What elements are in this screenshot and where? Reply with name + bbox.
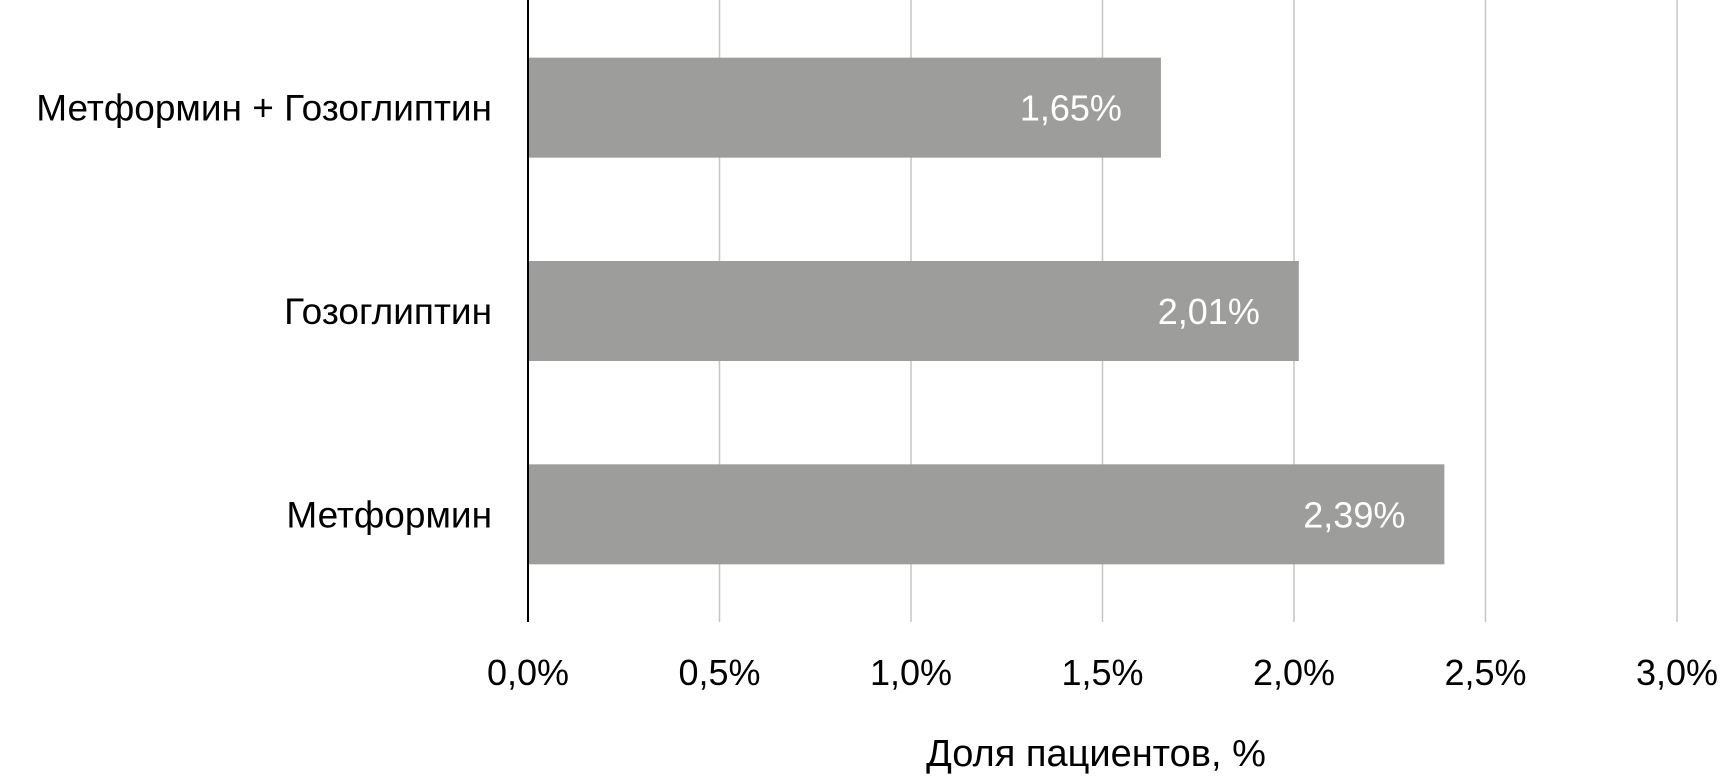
x-tick-label: 2,0% [1253, 652, 1335, 693]
x-tick-label: 0,0% [487, 652, 569, 693]
bar [529, 57, 1161, 158]
data-label: 2,01% [1158, 291, 1260, 332]
x-tick-label: 1,5% [1061, 652, 1143, 693]
x-tick-label: 2,5% [1444, 652, 1526, 693]
bar [529, 464, 1445, 565]
category-label: Метформин [286, 494, 492, 535]
data-label: 1,65% [1020, 88, 1122, 129]
category-label: Метформин + Гозоглиптин [36, 88, 492, 129]
data-label: 2,39% [1303, 494, 1405, 535]
bar [529, 261, 1299, 361]
x-tick-label: 1,0% [870, 652, 952, 693]
category-label: Гозоглиптин [284, 291, 492, 332]
x-tick-label: 3,0% [1636, 652, 1718, 693]
x-axis-title: Доля пациентов, % [926, 733, 1266, 775]
x-tick-label: 0,5% [678, 652, 760, 693]
